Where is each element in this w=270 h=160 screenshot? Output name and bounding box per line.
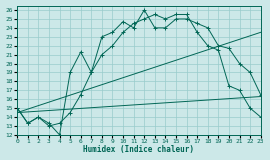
- X-axis label: Humidex (Indice chaleur): Humidex (Indice chaleur): [83, 145, 194, 154]
